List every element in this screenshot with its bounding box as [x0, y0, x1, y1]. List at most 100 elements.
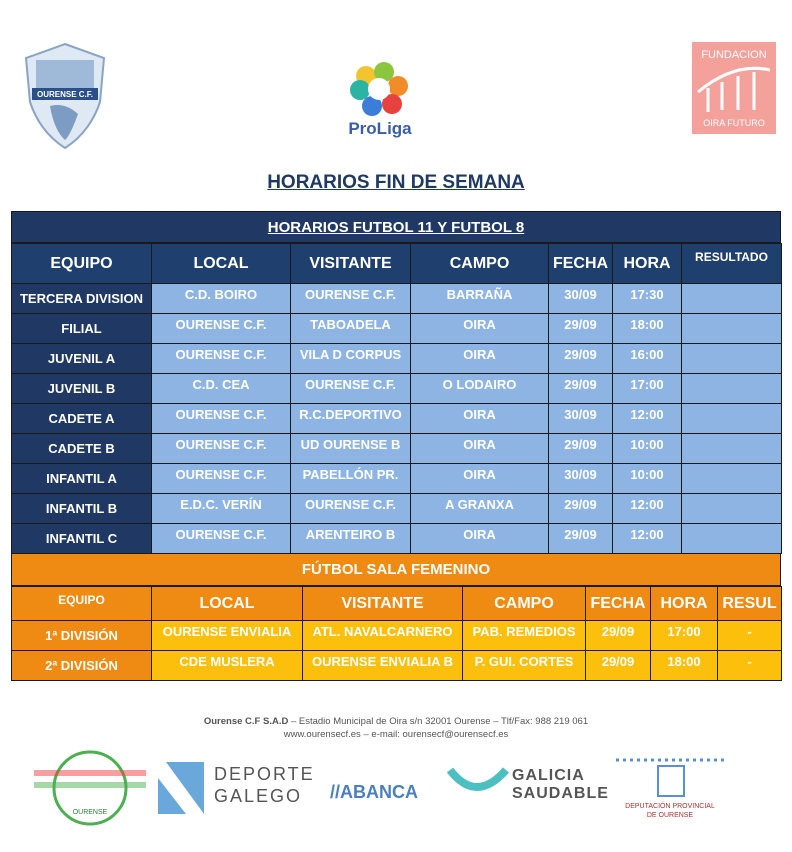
row-label: JUVENIL B — [11, 373, 152, 404]
table-cell: OIRA — [410, 433, 549, 464]
row-label: INFANTIL C — [11, 523, 152, 554]
logo-text: //ABANCA — [330, 782, 418, 802]
row-label: 1ª DIVISIÓN — [11, 620, 152, 651]
footer-address: – Estadio Municipal de Oira s/n 32001 Ou… — [288, 716, 589, 727]
column-header: LOCAL — [151, 586, 303, 621]
table-cell — [681, 523, 782, 554]
logo-text: DE OURENSE — [647, 812, 694, 819]
column-header: RESUL — [717, 586, 782, 621]
table-cell: 30/09 — [548, 463, 613, 494]
page-title: HORARIOS FIN DE SEMANA — [267, 172, 525, 193]
row-label: TERCERA DIVISION — [11, 283, 152, 314]
column-header: FECHA — [548, 243, 613, 284]
table-cell: 29/09 — [548, 313, 613, 344]
table-cell: 12:00 — [612, 403, 682, 434]
table-cell: OIRA — [410, 463, 549, 494]
table-cell: - — [717, 650, 782, 681]
table-cell: OIRA — [410, 403, 549, 434]
column-header: LOCAL — [151, 243, 291, 284]
column-header: HORA — [612, 243, 682, 284]
row-label: 2ª DIVISIÓN — [11, 650, 152, 681]
table-cell: OURENSE C.F. — [151, 433, 291, 464]
footer-line: Ourense C.F S.A.D – Estadio Municipal de… — [0, 716, 792, 727]
column-header: HORA — [650, 586, 718, 621]
sponsors: OURENSE DEPORTE GALEGO //ABANCA GALICIA … — [34, 750, 728, 826]
table-cell: OURENSE ENVIALIA — [151, 620, 303, 651]
table-cell: ATL. NAVALCARNERO — [302, 620, 463, 651]
table-cell: 17:30 — [612, 283, 682, 314]
table-cell — [681, 463, 782, 494]
footer-line: www.ourensecf.es – e-mail: ourensecf@our… — [283, 729, 509, 740]
table-cell: 30/09 — [548, 403, 613, 434]
table-cell: CDE MUSLERA — [151, 650, 303, 681]
table-cell: 18:00 — [650, 650, 718, 681]
table-cell: OURENSE ENVIALIA B — [302, 650, 463, 681]
table-cell: R.C.DEPORTIVO — [290, 403, 411, 434]
table-cell: OIRA — [410, 313, 549, 344]
table-cell: E.D.C. VERÍN — [151, 493, 291, 524]
logo-text: GALEGO — [214, 786, 302, 806]
table-cell: 17:00 — [612, 373, 682, 404]
table-cell: ARENTEIRO B — [290, 523, 411, 554]
table-cell: OURENSE C.F. — [290, 373, 411, 404]
logo-text: OURENSE C.F. — [37, 90, 93, 99]
table-cell — [681, 403, 782, 434]
table-cell: OIRA — [410, 343, 549, 374]
table-cell: P. GUI. CORTES — [462, 650, 586, 681]
table-cell: 12:00 — [612, 493, 682, 524]
column-header: VISITANTE — [290, 243, 411, 284]
table-cell: C.D. CEA — [151, 373, 291, 404]
table-cell: 17:00 — [650, 620, 718, 651]
footer-company: Ourense C.F S.A.D — [203, 716, 289, 727]
row-label: JUVENIL A — [11, 343, 152, 374]
table-cell: 30/09 — [548, 283, 613, 314]
table-cell: 12:00 — [612, 523, 682, 554]
row-label: INFANTIL A — [11, 463, 152, 494]
table-cell: OIRA — [410, 523, 549, 554]
table-cell: OURENSE C.F. — [151, 403, 291, 434]
table-cell — [681, 373, 782, 404]
table-cell: OURENSE C.F. — [151, 343, 291, 374]
column-header: CAMPO — [410, 243, 549, 284]
logo-text: OIRA FUTURO — [703, 118, 765, 128]
table-cell: OURENSE C.F. — [290, 493, 411, 524]
galicia-logo — [446, 767, 509, 791]
table-cell: A GRANXA — [410, 493, 549, 524]
logo-text: ProLiga — [348, 119, 412, 138]
table-cell — [681, 433, 782, 464]
table-cell: PABELLÓN PR. — [290, 463, 411, 494]
table-cell: 29/09 — [548, 523, 613, 554]
table-cell: 10:00 — [612, 463, 682, 494]
table-cell: BARRAÑA — [410, 283, 549, 314]
table-cell: 29/09 — [548, 373, 613, 404]
column-header: CAMPO — [462, 586, 586, 621]
table-cell: 10:00 — [612, 433, 682, 464]
table-cell: 16:00 — [612, 343, 682, 374]
logo-text: DEPORTE — [214, 764, 315, 784]
table-cell: - — [717, 620, 782, 651]
column-header: RESULTADO — [681, 243, 782, 284]
table-cell — [681, 283, 782, 314]
fundacion-logo: FUNDACION OIRA FUTURO — [692, 42, 776, 134]
table-cell — [681, 313, 782, 344]
table-cell: OURENSE C.F. — [151, 523, 291, 554]
table-cell: 29/09 — [585, 620, 651, 651]
column-header: FECHA — [585, 586, 651, 621]
table-cell: 29/09 — [548, 343, 613, 374]
table-cell: TABOADELA — [290, 313, 411, 344]
deputacion-logo — [657, 765, 685, 797]
table-cell: VILA D CORPUS — [290, 343, 411, 374]
table-cell: 29/09 — [548, 433, 613, 464]
column-header: EQUIPO — [11, 586, 152, 621]
proliga-logo: ProLiga — [348, 62, 412, 138]
row-label: CADETE A — [11, 403, 152, 434]
table-cell: 29/09 — [585, 650, 651, 681]
column-header: EQUIPO — [11, 243, 152, 284]
column-header: VISITANTE — [302, 586, 463, 621]
row-label: INFANTIL B — [11, 493, 152, 524]
logo-text: DEPUTACIÓN PROVINCIAL — [625, 801, 715, 810]
table-cell — [681, 343, 782, 374]
table-cell: OURENSE C.F. — [290, 283, 411, 314]
table-cell: OURENSE C.F. — [151, 313, 291, 344]
